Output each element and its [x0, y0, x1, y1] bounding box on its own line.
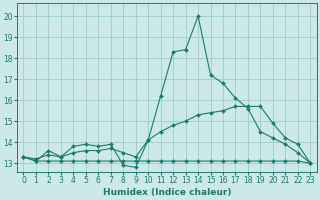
X-axis label: Humidex (Indice chaleur): Humidex (Indice chaleur)	[103, 188, 231, 197]
